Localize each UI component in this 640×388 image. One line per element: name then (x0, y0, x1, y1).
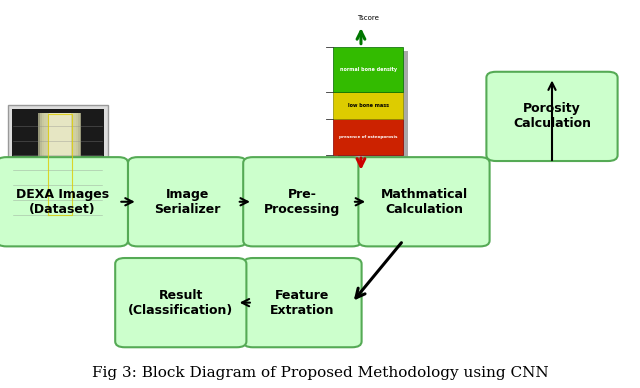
Bar (12, 109, 104, 221)
Text: low bone mass: low bone mass (348, 103, 388, 108)
Bar (38, 113, 81, 217)
Text: Pre-
Processing: Pre- Processing (264, 188, 340, 216)
Text: Porosity
Calculation: Porosity Calculation (513, 102, 591, 130)
FancyBboxPatch shape (115, 258, 246, 347)
Text: Result
(Classification): Result (Classification) (128, 289, 234, 317)
Bar (44, 113, 76, 217)
FancyBboxPatch shape (243, 258, 362, 347)
Text: Feature
Extration: Feature Extration (270, 289, 335, 317)
Bar (46, 113, 74, 217)
Text: Image
Serializer: Image Serializer (154, 188, 220, 216)
Text: Tscore: Tscore (357, 16, 379, 21)
Text: normal bone density: normal bone density (339, 67, 397, 72)
Text: Fig 3: Block Diagram of Proposed Methodology using CNN: Fig 3: Block Diagram of Proposed Methodo… (92, 366, 548, 380)
Bar (8, 105, 108, 225)
FancyBboxPatch shape (128, 157, 246, 246)
Bar (333, 120, 403, 155)
Bar (338, 51, 408, 160)
Bar (40, 113, 79, 217)
Text: Mathmatical
Calculation: Mathmatical Calculation (380, 188, 468, 216)
FancyBboxPatch shape (358, 157, 490, 246)
FancyBboxPatch shape (0, 157, 128, 246)
Text: DEXA Images
(Dataset): DEXA Images (Dataset) (16, 188, 109, 216)
FancyBboxPatch shape (486, 72, 618, 161)
Bar (49, 113, 70, 217)
Bar (333, 47, 403, 92)
Bar (42, 113, 77, 217)
FancyBboxPatch shape (243, 157, 362, 246)
Text: presence of osteoporosis: presence of osteoporosis (339, 135, 397, 139)
Bar (333, 92, 403, 120)
